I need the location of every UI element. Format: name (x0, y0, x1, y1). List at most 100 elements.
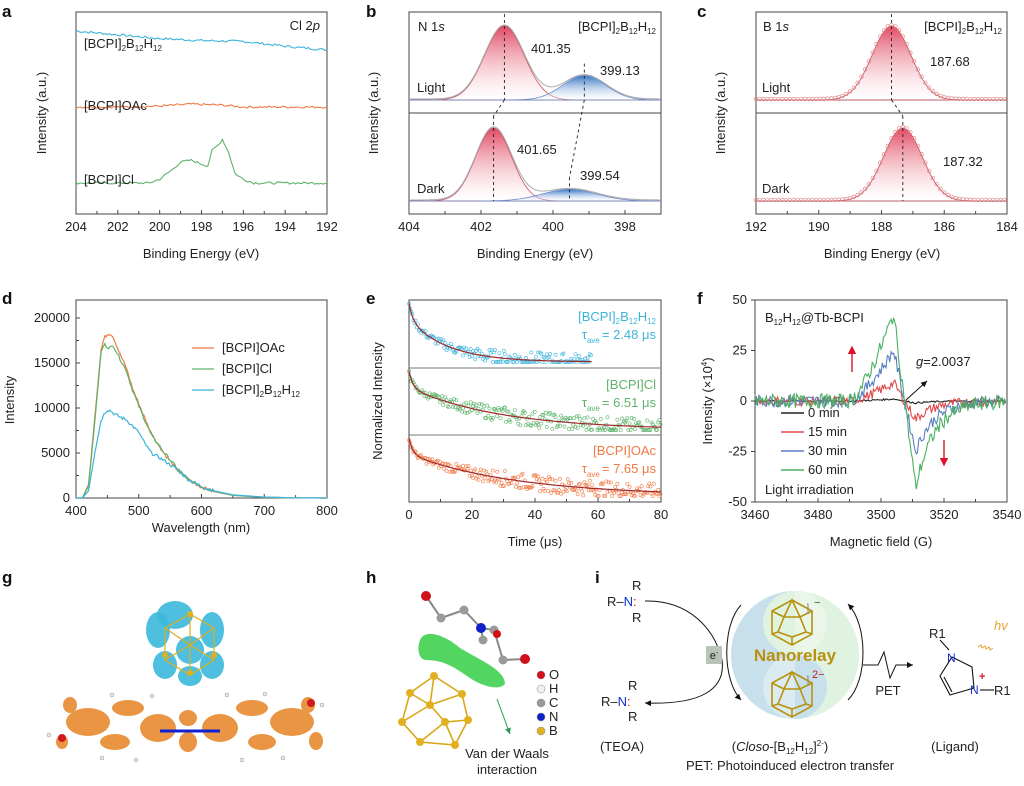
nanorelay-label: Nanorelay (754, 646, 837, 665)
g-value-arrow-icon (905, 380, 928, 401)
decay-point-2 (590, 483, 594, 488)
decay-point-1 (657, 418, 662, 422)
decay-point-1 (539, 421, 544, 426)
decay-point-1 (530, 411, 535, 416)
decay-point-0 (494, 360, 499, 364)
decay-point-2 (530, 484, 535, 489)
decay-point-1 (541, 413, 546, 417)
x-tick-label-f: 3480 (804, 507, 833, 522)
decay-point-1 (516, 421, 521, 426)
peak-label-b-dark-1: 401.65 (517, 142, 557, 157)
decay-point-1 (451, 404, 456, 409)
decay-point-1 (462, 402, 467, 407)
legend-label-d-oac: [BCPI]OAc (222, 340, 285, 355)
x-tick-label-d: 600 (191, 503, 213, 518)
decay-point-0 (524, 355, 528, 360)
decay-point-0 (493, 348, 497, 352)
data-marker (847, 195, 853, 201)
y-tick-label-f: -50 (728, 494, 747, 509)
condition-label-dark-c: Dark (762, 181, 790, 196)
data-marker (847, 89, 853, 94)
decay-point-2 (583, 482, 588, 487)
decay-point-2 (541, 486, 546, 491)
decay-point-0 (517, 354, 522, 359)
decay-point-1 (553, 415, 558, 420)
decay-point-0 (468, 347, 473, 351)
decay-point-1 (524, 423, 528, 428)
fit-line-e-2 (408, 437, 661, 493)
x-tick-label-f: 3540 (993, 507, 1022, 522)
y-tick-label-f: 0 (740, 393, 747, 408)
svg-text:R: R (628, 709, 637, 724)
decay-point-0 (576, 354, 581, 358)
x-tick-label-c: 186 (933, 219, 955, 234)
y-tick-label-f: 25 (733, 343, 747, 358)
data-marker (878, 34, 883, 39)
peaks-b (409, 14, 662, 202)
decay-point-1 (575, 426, 580, 431)
epr-line-3 (754, 317, 1007, 490)
decay-point-0 (500, 359, 505, 364)
decay-point-2 (454, 462, 459, 466)
decay-point-2 (610, 494, 614, 498)
svg-text:R–N:: R–N: (607, 594, 637, 609)
vdw-label-line2: interaction (477, 762, 537, 777)
data-marker (938, 93, 943, 99)
decay-point-2 (553, 478, 558, 483)
decay-point-1 (550, 426, 555, 431)
data-marker (927, 85, 932, 90)
axis-ticks-f: 3460 3480 3500 3520 3540 50 25 0 -25 -50 (728, 292, 1021, 522)
title-c: B 1s (763, 19, 790, 34)
decay-point-1 (537, 425, 542, 430)
x-tick-label-a: 204 (65, 219, 87, 234)
data-marker (885, 24, 890, 29)
decay-point-0 (462, 345, 467, 350)
data-marker (927, 168, 932, 173)
decay-point-1 (485, 403, 490, 408)
decay-point-0 (473, 357, 478, 362)
y-tick-label-f: -25 (728, 444, 747, 459)
fit-line-e-0 (408, 302, 592, 363)
decay-point-0 (539, 351, 544, 356)
decay-point-1 (622, 419, 626, 424)
bcpi-ligand-orbital-isosurface (46, 691, 325, 763)
decay-point-2 (640, 494, 645, 498)
decay-point-2 (600, 481, 604, 486)
series-a (75, 30, 328, 185)
decay-point-1 (581, 423, 586, 428)
decay-point-1 (647, 428, 652, 432)
decay-point-2 (625, 481, 630, 486)
x-tick-label-b: 398 (614, 219, 636, 234)
decay-point-2 (601, 482, 605, 486)
decay-point-2 (547, 474, 551, 479)
charge-top: − (814, 597, 820, 609)
decay-point-2 (606, 480, 611, 485)
decay-point-0 (508, 356, 513, 361)
teoa-radical-cation: R R–N: R (601, 678, 637, 724)
icosahedron-bottom-icon (771, 670, 813, 718)
decay-point-0 (467, 354, 472, 359)
decay-point-0 (575, 357, 580, 362)
decay-point-2 (442, 466, 447, 471)
series-label-e-b12h12: [BCPI]2B12H12 (578, 309, 656, 326)
data-marker (919, 74, 924, 79)
decay-point-2 (493, 478, 497, 483)
x-tick-label-b: 402 (470, 219, 492, 234)
decay-point-1 (454, 398, 459, 403)
shift-dash (493, 99, 505, 117)
legend-dot-n (536, 712, 546, 722)
decay-point-0 (441, 338, 446, 343)
decay-point-2 (580, 489, 585, 494)
data-marker (919, 152, 924, 157)
oxidation-arrow-icon (847, 603, 864, 701)
decay-point-1 (624, 418, 629, 423)
svg-text:R: R (628, 678, 637, 693)
decay-point-2 (612, 490, 617, 495)
decay-point-2 (461, 463, 465, 468)
decay-point-1 (526, 422, 531, 426)
decay-point-1 (512, 408, 517, 413)
decay-point-2 (598, 482, 603, 487)
decay-point-1 (504, 419, 508, 424)
decay-point-2 (474, 476, 479, 481)
y-tick-label-d: 0 (63, 490, 70, 505)
